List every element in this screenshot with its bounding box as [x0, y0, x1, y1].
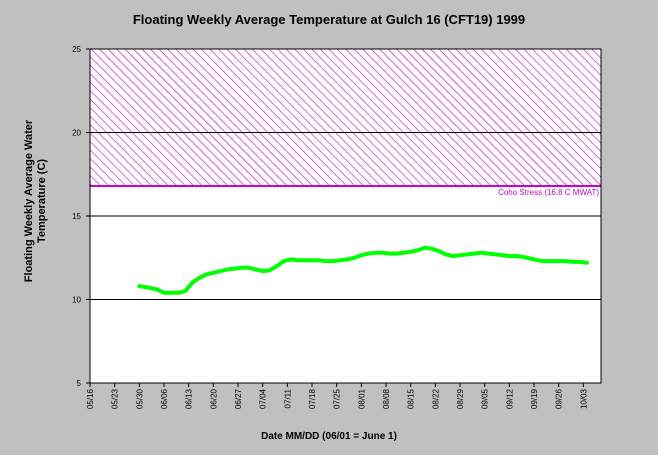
y-tick-label: 5	[77, 379, 82, 388]
temperature-point	[310, 258, 314, 262]
temperature-point	[388, 252, 392, 256]
coho-stress-label: Coho Stress (16.8 C MWAT)	[498, 188, 599, 197]
temperature-point	[317, 258, 321, 262]
temperature-point	[402, 251, 406, 255]
temperature-point	[225, 267, 229, 271]
temperature-point	[550, 259, 554, 263]
y-tick-label: 10	[72, 296, 81, 305]
temperature-point	[373, 251, 377, 255]
temperature-point	[578, 260, 582, 264]
temperature-point	[296, 258, 300, 262]
x-tick-label: 08/29	[456, 388, 465, 409]
x-tick-label: 05/16	[86, 388, 95, 409]
temperature-point	[345, 257, 349, 261]
temperature-point	[331, 259, 335, 263]
x-tick-label: 06/13	[185, 388, 194, 409]
x-axis-label: Date MM/DD (06/01 = June 1)	[261, 431, 397, 442]
temperature-point	[437, 249, 441, 253]
plot-border	[89, 48, 602, 384]
temperature-point	[247, 266, 251, 270]
temperature-point	[137, 284, 141, 288]
temperature-point	[444, 252, 448, 256]
y-tick-label: 15	[72, 212, 81, 221]
x-tick-label: 05/30	[135, 388, 144, 409]
temperature-point	[218, 269, 222, 273]
temperature-point	[571, 260, 575, 264]
temperature-point	[409, 250, 413, 254]
x-tick-label: 09/05	[481, 388, 490, 409]
temperature-point	[338, 258, 342, 262]
temperature-point	[148, 286, 152, 290]
x-tick-label: 10/03	[579, 388, 588, 409]
temperature-point	[536, 258, 540, 262]
temperature-point	[430, 247, 434, 251]
temperature-point	[564, 259, 568, 263]
temperature-point	[303, 258, 307, 262]
temperature-point	[458, 253, 462, 257]
temperature-point	[240, 266, 244, 270]
temperature-point	[543, 259, 547, 263]
temperature-point	[514, 254, 518, 258]
x-tick-label: 07/11	[283, 388, 292, 408]
temperature-point	[359, 253, 363, 257]
temperature-point	[381, 251, 385, 255]
chart-title: Floating Weekly Average Temperature at G…	[132, 12, 526, 27]
x-tick-label: 09/12	[505, 388, 514, 409]
temperature-point	[268, 268, 272, 272]
x-tick-label: 09/26	[555, 388, 564, 409]
x-tick-label: 08/15	[407, 388, 416, 409]
temperature-series-line	[137, 245, 589, 295]
temperature-point	[176, 291, 180, 295]
temperature-point	[479, 251, 483, 255]
temperature-point	[204, 272, 208, 276]
temperature-point	[197, 276, 201, 280]
temperature-point	[289, 257, 293, 261]
x-tick-label: 09/19	[530, 388, 539, 409]
temperature-point	[585, 261, 589, 265]
temperature-point	[416, 248, 420, 252]
x-tick-label: 08/08	[382, 388, 391, 409]
temperature-point	[423, 246, 427, 250]
temperature-point	[486, 252, 490, 256]
x-tick-label: 07/04	[259, 388, 268, 409]
temperature-point	[211, 271, 215, 275]
x-tick-label: 08/01	[357, 388, 366, 409]
temperature-point	[366, 252, 370, 256]
temperature-point	[190, 281, 194, 285]
temperature-point	[395, 252, 399, 256]
temperature-point	[521, 255, 525, 259]
temperature-point	[162, 291, 166, 295]
x-tick-label: 06/20	[209, 388, 218, 409]
temperature-point	[183, 289, 187, 293]
temperature-point	[493, 252, 497, 256]
temperature-point	[529, 257, 533, 261]
temperature-point	[254, 267, 258, 271]
temperature-point	[282, 259, 286, 263]
temperature-point	[155, 287, 159, 291]
y-tick-label: 25	[72, 45, 81, 54]
temperature-point	[500, 253, 504, 257]
temperature-point	[275, 264, 279, 268]
x-tick-label: 05/23	[111, 388, 120, 409]
x-tick-label: 07/18	[308, 388, 317, 409]
temperature-point	[557, 259, 561, 263]
coho-stress-band	[89, 48, 602, 187]
temperature-point	[169, 291, 173, 295]
temperature-point	[232, 267, 236, 271]
temperature-point	[352, 256, 356, 260]
x-tick-label: 08/22	[431, 388, 440, 409]
temperature-point	[472, 252, 476, 256]
temperature-point	[507, 254, 511, 258]
temperature-point	[324, 259, 328, 263]
temperature-point	[465, 252, 469, 256]
temperature-point	[451, 254, 455, 258]
x-tick-label: 06/06	[160, 388, 169, 409]
temperature-point	[261, 269, 265, 273]
y-tick-label: 20	[72, 129, 81, 138]
x-tick-label: 06/27	[234, 388, 243, 409]
x-tick-label: 07/25	[333, 388, 342, 409]
